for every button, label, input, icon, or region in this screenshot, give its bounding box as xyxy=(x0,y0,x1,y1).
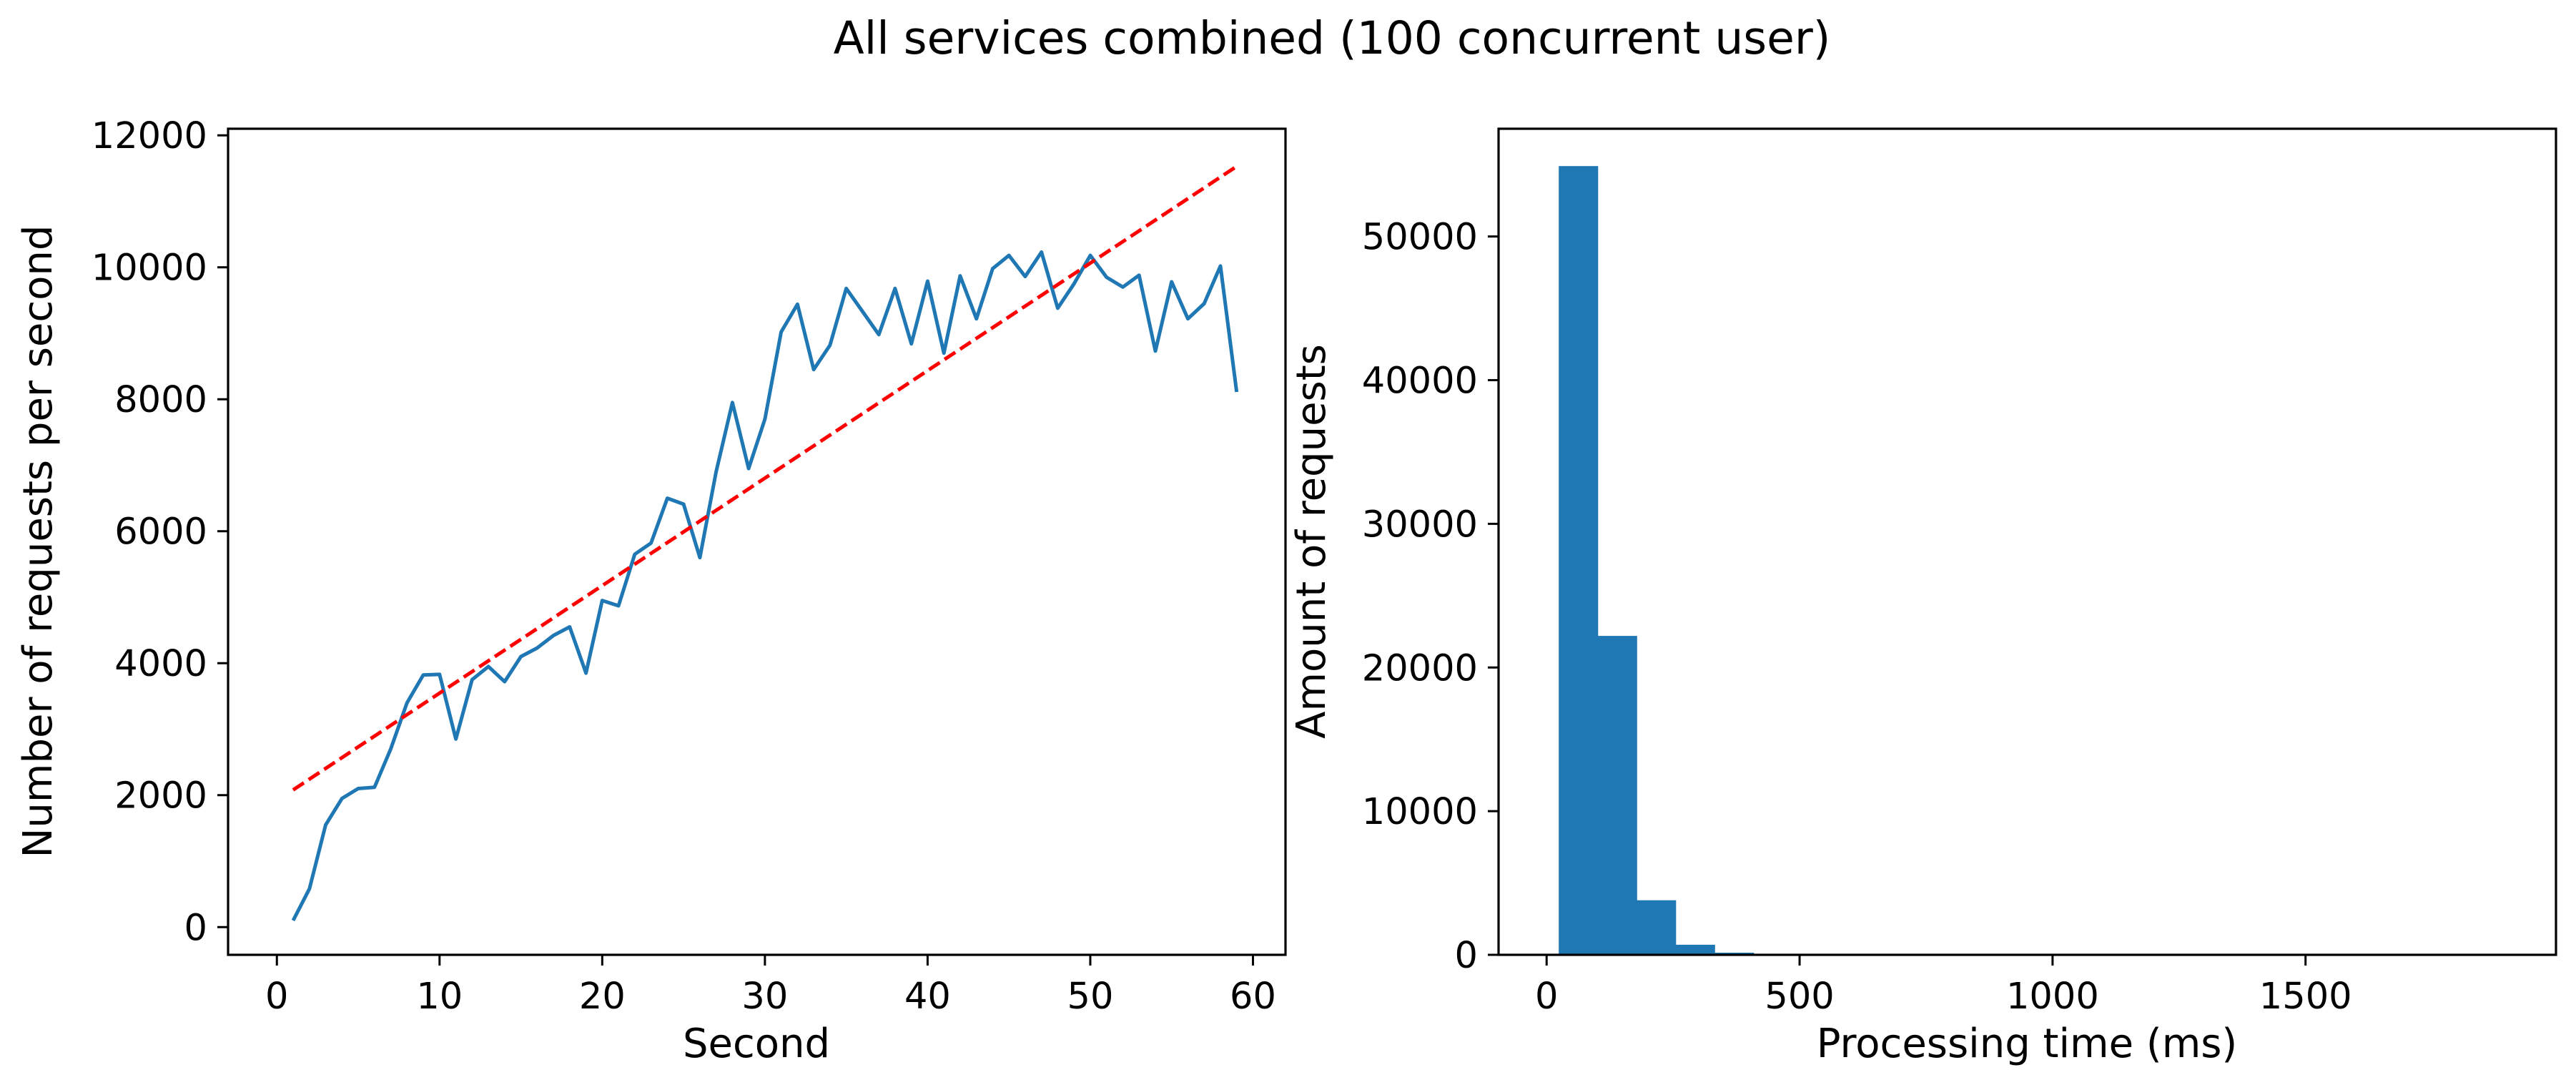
histogram-bar xyxy=(1597,636,1637,955)
x-tick-label: 40 xyxy=(904,976,951,1018)
line-chart-marks xyxy=(291,165,1239,922)
x-tick-label: 1000 xyxy=(2006,976,2099,1018)
line-chart-x-ticks: 0 10 20 30 40 50 60 xyxy=(265,955,1276,1018)
histogram-axes-frame xyxy=(1497,127,2557,956)
y-tick-label: 20000 xyxy=(1362,647,1478,689)
histogram-y-ticks: 0 10000 20000 30000 40000 50000 xyxy=(1362,217,1499,977)
x-tick-label: 30 xyxy=(741,976,788,1018)
histogram-y-axis-label: Amount of requests xyxy=(1288,344,1335,739)
y-tick-label: 2000 xyxy=(114,775,207,818)
histogram-x-axis-label: Processing time (ms) xyxy=(1817,1021,2238,1067)
line-chart-requests-per-second: 0 10 20 30 40 50 60 0 2000 4000 6000 8000 10000 1200… xyxy=(15,115,1287,1067)
requests-line xyxy=(291,250,1239,922)
histogram-x-ticks: 0 500 1000 1500 xyxy=(1535,955,2352,1018)
line-chart-axes-frame xyxy=(227,127,1287,956)
histogram-marks xyxy=(1559,166,2105,956)
x-tick-label: 1500 xyxy=(2259,976,2352,1018)
y-tick-label: 4000 xyxy=(114,643,207,685)
y-tick-label: 8000 xyxy=(114,379,207,421)
x-tick-label: 500 xyxy=(1765,976,1834,1018)
x-tick-label: 0 xyxy=(265,976,288,1018)
histogram-bar xyxy=(1675,944,1715,955)
x-tick-label: 10 xyxy=(416,976,463,1018)
line-chart-y-axis-label: Number of requests per second xyxy=(15,225,61,858)
x-tick-label: 0 xyxy=(1535,976,1558,1018)
histogram-bar xyxy=(1637,900,1677,955)
histogram-processing-time: 0 500 1000 1500 01000020000300004000050000 … xyxy=(1288,127,2557,1067)
line-chart-y-ticks: 0 2000 4000 6000 8000 10000 12000 xyxy=(92,115,228,949)
y-tick-label: 12000 xyxy=(92,115,207,157)
x-tick-label: 20 xyxy=(579,976,626,1018)
y-tick-label: 40000 xyxy=(1362,360,1478,403)
y-tick-label: 6000 xyxy=(114,511,207,554)
y-tick-label: 0 xyxy=(184,907,207,949)
x-tick-label: 60 xyxy=(1230,976,1276,1018)
line-chart-x-axis-label: Second xyxy=(683,1021,830,1067)
histogram-bar xyxy=(1559,166,1599,956)
trend-line xyxy=(292,165,1238,792)
y-tick-label: 0 xyxy=(1455,935,1478,977)
figure-title: All services combined (100 concurrent us… xyxy=(834,12,1831,64)
y-tick-label: 50000 xyxy=(1362,217,1478,259)
x-tick-label: 50 xyxy=(1067,976,1114,1018)
y-tick-label: 10000 xyxy=(1362,791,1478,833)
y-tick-label: 30000 xyxy=(1362,504,1478,546)
y-tick-label: 10000 xyxy=(92,247,207,290)
